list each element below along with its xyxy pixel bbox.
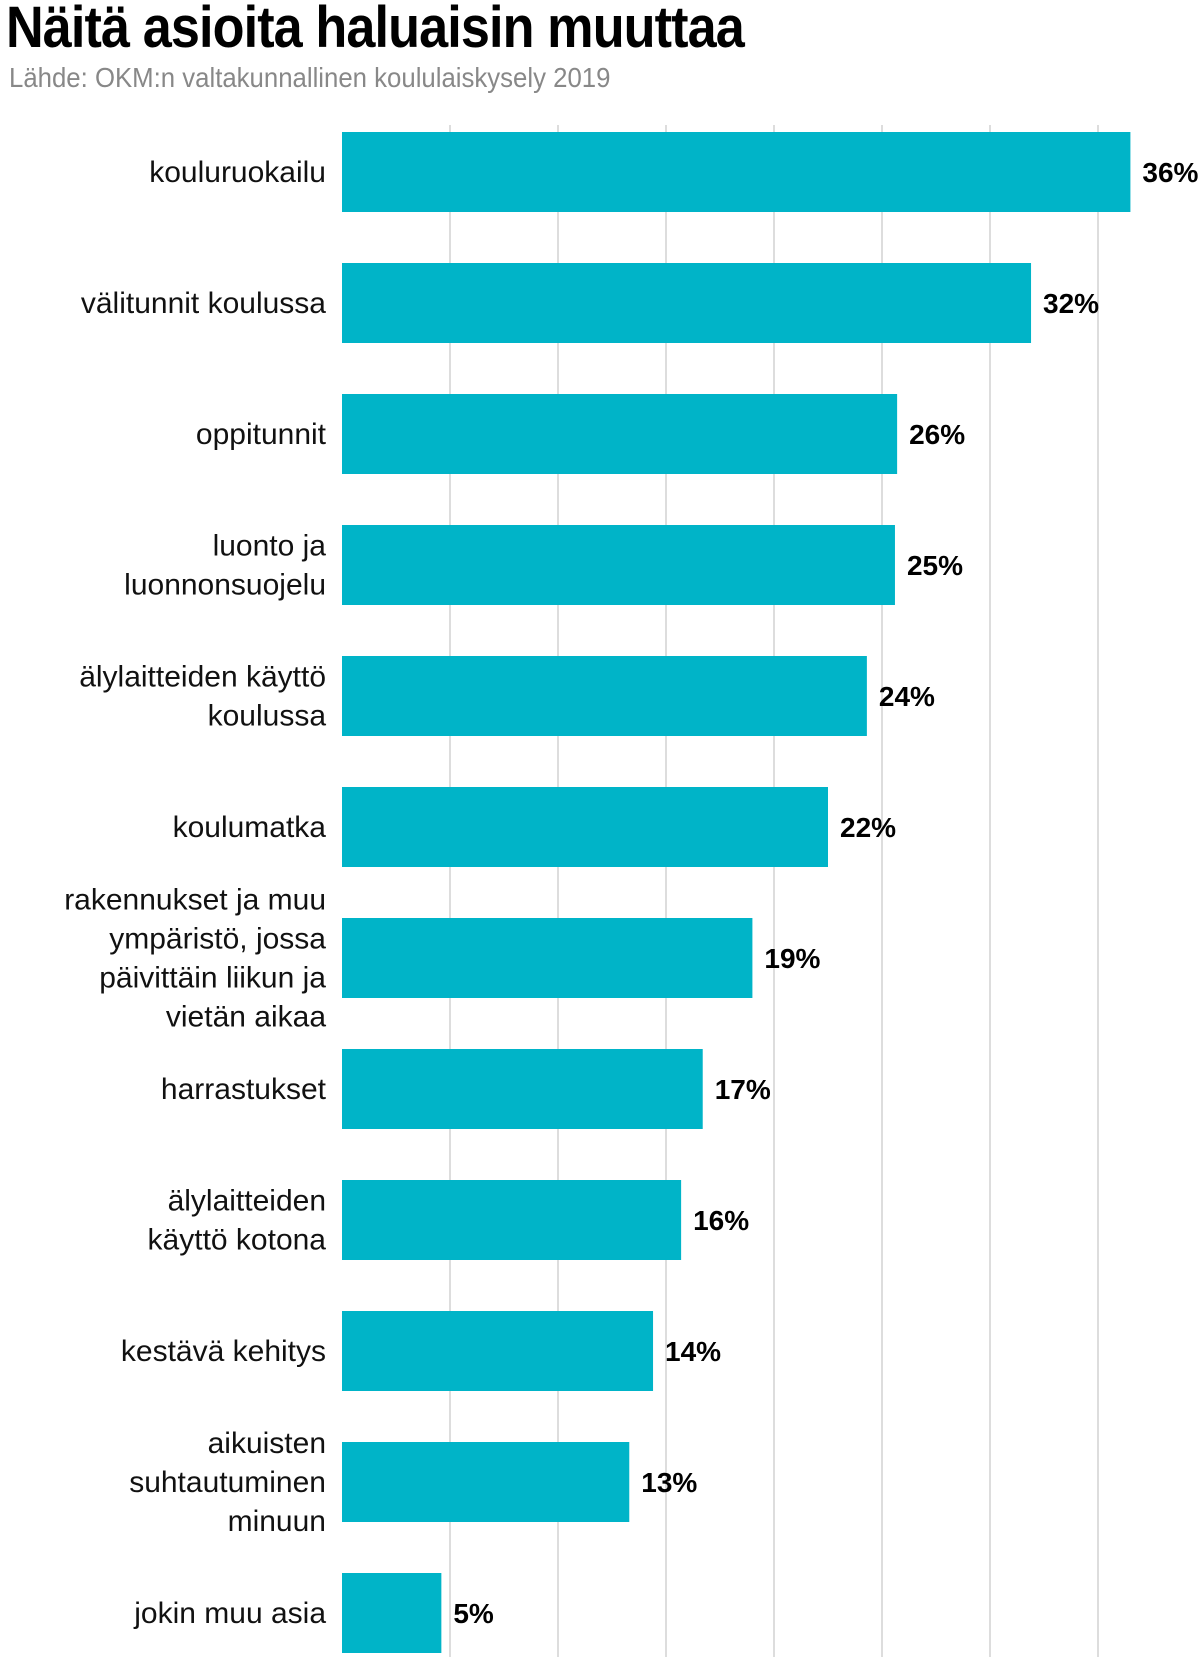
category-label-line: oppitunnit — [196, 418, 327, 451]
value-label: 14% — [665, 1336, 721, 1367]
chart-subtitle: Lähde: OKM:n valtakunnallinen koululaisk… — [9, 62, 611, 93]
value-label: 32% — [1043, 288, 1099, 319]
category-label: kouluruokailu — [149, 156, 326, 189]
category-label-line: käyttö kotona — [148, 1224, 327, 1257]
bar — [342, 1049, 703, 1129]
category-label-line: suhtautuminen — [129, 1466, 326, 1499]
value-label: 25% — [907, 550, 963, 581]
category-label: koulumatka — [173, 811, 327, 844]
bar — [342, 1442, 630, 1522]
bar — [342, 1311, 654, 1391]
category-label-line: koulussa — [208, 700, 327, 733]
category-label-line: harrastukset — [161, 1073, 327, 1106]
bar — [342, 132, 1131, 212]
category-label-line: älylaitteiden — [168, 1185, 326, 1218]
chart-title: Näitä asioita haluaisin muuttaa — [6, 0, 745, 60]
value-label: 22% — [840, 812, 896, 843]
category-label-line: vietän aikaa — [166, 1001, 326, 1034]
category-label: oppitunnit — [196, 418, 327, 451]
category-label-line: älylaitteiden käyttö — [79, 661, 326, 694]
category-label-line: aikuisten — [208, 1427, 326, 1460]
category-label-line: päivittäin liikun ja — [99, 962, 326, 995]
category-label: älylaitteiden käyttö koulussa — [79, 661, 326, 733]
bar — [342, 656, 867, 736]
value-label: 13% — [641, 1467, 697, 1498]
value-label: 19% — [764, 943, 820, 974]
category-label: aikuisten suhtautuminen minuun — [129, 1427, 326, 1538]
category-label-line: luonto ja — [213, 530, 327, 563]
category-label-line: jokin muu asia — [133, 1597, 326, 1630]
value-label: 26% — [909, 419, 965, 450]
category-label-line: kestävä kehitys — [121, 1335, 326, 1368]
value-label: 5% — [453, 1598, 494, 1629]
category-label-line: välitunnit koulussa — [81, 287, 326, 320]
category-label: jokin muu asia — [133, 1597, 326, 1630]
category-label: rakennukset ja muu ympäristö, jossa päivit… — [64, 884, 326, 1034]
value-label: 16% — [693, 1205, 749, 1236]
category-label-line: minuun — [228, 1505, 326, 1538]
bar — [342, 525, 895, 605]
category-label: luonto ja luonnonsuojelu — [124, 530, 326, 602]
category-label: älylaitteiden käyttö kotona — [148, 1185, 327, 1257]
value-label: 24% — [879, 681, 935, 712]
category-label-line: luonnonsuojelu — [124, 569, 326, 602]
bar — [342, 918, 753, 998]
bar — [342, 263, 1032, 343]
bar — [342, 394, 898, 474]
category-label: kestävä kehitys — [121, 1335, 326, 1368]
bar — [342, 1573, 442, 1653]
category-label-line: rakennukset ja muu — [64, 884, 326, 917]
category-label-line: ympäristö, jossa — [109, 923, 326, 956]
value-label: 36% — [1142, 157, 1198, 188]
bar — [342, 787, 828, 867]
category-label-line: kouluruokailu — [149, 156, 326, 189]
category-label: harrastukset — [161, 1073, 327, 1106]
category-label-line: koulumatka — [173, 811, 327, 844]
bar — [342, 1180, 682, 1260]
category-label: välitunnit koulussa — [81, 287, 326, 320]
value-label: 17% — [715, 1074, 771, 1105]
